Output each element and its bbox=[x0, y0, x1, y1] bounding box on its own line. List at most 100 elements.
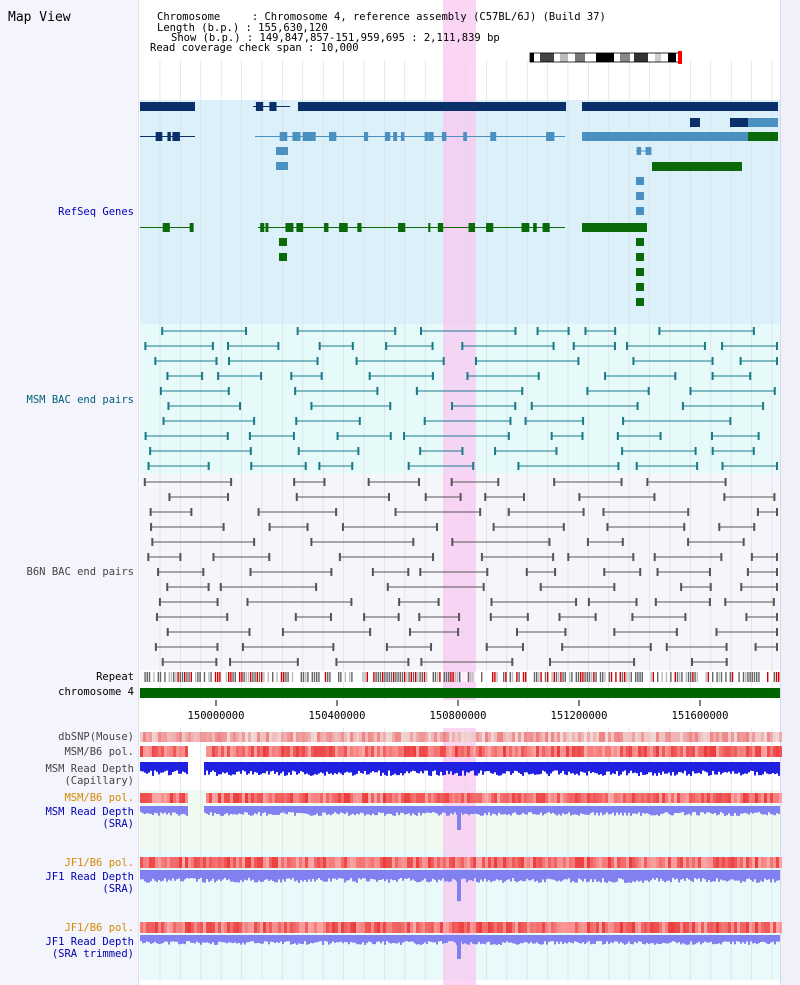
dbsnp-strip bbox=[713, 732, 716, 742]
refseq-gene-exon bbox=[645, 147, 652, 155]
msm-bac-label[interactable]: MSM BAC end pairs bbox=[26, 394, 134, 406]
dbsnp-strip bbox=[278, 732, 281, 742]
msm-pol-sra-strip bbox=[332, 793, 335, 803]
jf1-sra-depth bbox=[214, 870, 216, 883]
repeat-mark bbox=[487, 672, 489, 682]
dbsnp-label[interactable]: dbSNP(Mouse) bbox=[58, 731, 134, 743]
msm-pol-strip bbox=[269, 746, 272, 757]
jf1-pol-strip bbox=[482, 857, 485, 868]
msm-sra-depth bbox=[678, 806, 680, 814]
jf1-pol-strip bbox=[560, 857, 563, 868]
jf1-sra-depth bbox=[520, 870, 522, 881]
jf1-trimmed-depth bbox=[582, 935, 584, 943]
msm-capillary-depth bbox=[322, 762, 324, 774]
jf1-trimmed-depth bbox=[768, 935, 770, 945]
msm-b6-pol-label[interactable]: MSM/B6 pol. bbox=[64, 746, 134, 758]
jf1-pol-strip bbox=[551, 857, 554, 868]
b6n-bac-label[interactable]: B6N BAC end pairs bbox=[26, 566, 134, 578]
msm-pol-strip bbox=[560, 746, 563, 757]
msm-read-depth-sra-label[interactable]: MSM Read Depth bbox=[45, 806, 134, 818]
b6n-bac-end bbox=[683, 523, 686, 531]
jf1-sra-depth bbox=[204, 870, 206, 883]
jf1-trimmed-depth bbox=[604, 935, 606, 945]
jf1-trimmed-depth bbox=[514, 935, 516, 944]
jf1-read-depth-sra-label[interactable]: JF1 Read Depth bbox=[45, 871, 134, 883]
jf1-pol-strip bbox=[752, 857, 755, 868]
jf1-sra-depth bbox=[688, 870, 690, 880]
msm-capillary-depth bbox=[550, 762, 552, 774]
jf1-trimmed-depth bbox=[626, 935, 628, 944]
repeat-mark bbox=[452, 672, 454, 682]
refseq-transcript-exon bbox=[441, 132, 447, 141]
dbsnp-strip bbox=[368, 732, 371, 742]
ideogram-band bbox=[668, 53, 676, 62]
jf1-trimmed-depth bbox=[734, 935, 736, 945]
msm-pol-strip bbox=[659, 746, 662, 757]
jf1-pol-strip bbox=[518, 857, 521, 868]
msm-sra-depth bbox=[510, 806, 512, 816]
msm-pol-strip bbox=[245, 746, 248, 757]
msm-pol-strip bbox=[452, 746, 455, 757]
msm-bac-end bbox=[351, 342, 354, 350]
msm-b6-pol-sra-label[interactable]: MSM/B6 pol. bbox=[64, 792, 134, 804]
msm-capillary-depth bbox=[522, 762, 524, 776]
repeat-mark bbox=[588, 672, 591, 682]
b6n-bac-end bbox=[412, 538, 415, 546]
jf1-pol-strip bbox=[635, 857, 638, 868]
repeat-mark bbox=[569, 672, 571, 682]
msm-sra-depth bbox=[402, 806, 404, 814]
jf1-trimmed-depth bbox=[576, 935, 578, 943]
jf1-trimmed-depth bbox=[250, 935, 252, 942]
jf1-pol-strip bbox=[335, 857, 338, 868]
refseq-transcript-exon bbox=[167, 132, 171, 141]
msm-pol-sra-strip bbox=[704, 793, 707, 803]
vertical-scrollbar[interactable] bbox=[780, 0, 800, 985]
repeat-mark bbox=[188, 672, 190, 682]
jf1-b6-pol-trimmed-label[interactable]: JF1/B6 pol. bbox=[64, 922, 134, 934]
jf1-b6-pol-label[interactable]: JF1/B6 pol. bbox=[64, 857, 134, 869]
jf1-trimmed-depth bbox=[670, 935, 672, 943]
repeat-mark bbox=[362, 672, 364, 682]
jf1-read-depth-trimmed-label[interactable]: JF1 Read Depth bbox=[45, 936, 134, 948]
repeat-label[interactable]: Repeat bbox=[96, 671, 134, 683]
jf1-trimmed-depth bbox=[618, 935, 620, 944]
refseq-genes-label[interactable]: RefSeq Genes bbox=[58, 206, 134, 218]
b6n-bac-end bbox=[293, 478, 296, 486]
jf1-pol-trimmed-strip bbox=[761, 922, 764, 933]
refseq-gene-block bbox=[582, 102, 778, 111]
jf1-pol-trimmed-strip bbox=[581, 922, 584, 933]
msm-read-depth-capillary-label[interactable]: MSM Read Depth bbox=[45, 763, 134, 775]
jf1-pol-strip bbox=[461, 857, 464, 868]
jf1-trimmed-depth bbox=[342, 935, 344, 944]
jf1-pol-trimmed-strip bbox=[611, 922, 614, 933]
b6n-bac-end bbox=[407, 568, 410, 576]
dbsnp-strip bbox=[740, 732, 743, 742]
b6n-bac-end bbox=[632, 553, 635, 561]
dbsnp-strip bbox=[515, 732, 518, 742]
jf1-trimmed-depth bbox=[482, 935, 484, 944]
dbsnp-strip bbox=[548, 732, 551, 742]
b6n-bac-end bbox=[341, 523, 344, 531]
b6n-bac-end bbox=[418, 478, 421, 486]
msm-pol-strip bbox=[494, 746, 497, 757]
refseq-gene-block bbox=[748, 132, 778, 141]
refseq-gene-small bbox=[636, 253, 644, 261]
jf1-trimmed-depth bbox=[728, 935, 730, 942]
b6n-bac-end bbox=[745, 613, 748, 621]
jf1-trimmed-depth bbox=[428, 935, 430, 942]
jf1-pol-trimmed-strip bbox=[185, 922, 188, 933]
msm-pol-strip bbox=[380, 746, 383, 757]
jf1-pol-trimmed-strip bbox=[152, 922, 155, 933]
msm-sra-depth bbox=[334, 806, 336, 813]
dbsnp-strip bbox=[725, 732, 728, 742]
msm-capillary-depth bbox=[592, 762, 594, 773]
dbsnp-strip bbox=[563, 732, 566, 742]
msm-pol-sra-strip bbox=[509, 793, 512, 803]
repeat-mark bbox=[683, 672, 685, 682]
dbsnp-strip bbox=[143, 732, 146, 742]
dbsnp-strip bbox=[701, 732, 704, 742]
msm-sra-depth bbox=[656, 806, 658, 815]
jf1-pol-trimmed-strip bbox=[248, 922, 251, 933]
msm-sra-depth bbox=[248, 806, 250, 815]
